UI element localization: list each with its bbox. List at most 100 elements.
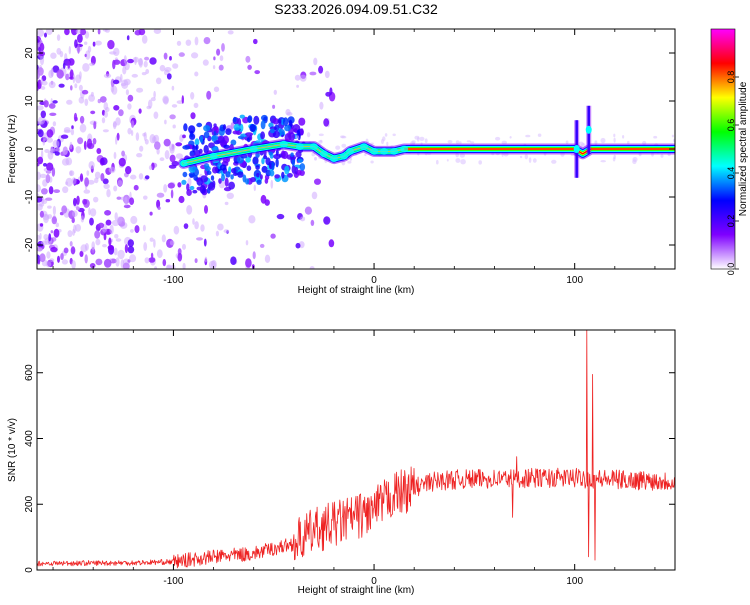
- snr-marks: [37, 330, 675, 569]
- noise-blob: [116, 196, 122, 200]
- noise-blob: [245, 258, 252, 268]
- signal-blob: [278, 128, 285, 136]
- noise-blob: [99, 96, 107, 103]
- signal-blob: [207, 182, 216, 191]
- noise-blob: [70, 128, 75, 136]
- noise-blob: [182, 262, 186, 269]
- noise-blob: [221, 43, 225, 52]
- noise-blob: [193, 102, 199, 109]
- noise-blob: [46, 129, 54, 138]
- noise-blob: [103, 111, 108, 118]
- signal-blob: [204, 165, 211, 172]
- noise-blob: [71, 125, 74, 130]
- noise-blob: [118, 109, 124, 117]
- x-tick-label: 100: [566, 576, 583, 587]
- signal-blob: [217, 135, 225, 143]
- noise-blob: [163, 96, 169, 105]
- trace-node: [329, 155, 338, 163]
- noise-blob: [67, 230, 73, 238]
- noise-blob: [84, 41, 88, 45]
- noise-blob: [56, 34, 61, 41]
- noise-blob: [306, 132, 311, 138]
- noise-blob: [67, 60, 71, 69]
- noise-blob: [460, 159, 466, 165]
- noise-blob: [565, 140, 569, 144]
- signal-blob: [277, 119, 282, 124]
- noise-blob: [194, 36, 199, 46]
- signal-blob: [256, 173, 260, 178]
- signal-blob: [212, 166, 218, 174]
- noise-blob: [93, 196, 99, 203]
- figure-title: S233.2026.094.09.51.C32: [274, 1, 438, 17]
- noise-blob: [97, 222, 105, 229]
- noise-blob: [213, 56, 216, 61]
- noise-blob: [73, 197, 77, 207]
- noise-blob: [217, 223, 224, 231]
- noise-blob: [40, 110, 46, 119]
- snr-x-ticks: -100 0 100: [52, 330, 656, 587]
- noise-blob: [89, 263, 96, 269]
- noise-blob: [153, 29, 162, 34]
- noise-blob: [134, 57, 137, 65]
- signal-blob: [188, 125, 196, 134]
- noise-blob: [370, 160, 374, 164]
- noise-blob: [45, 170, 52, 174]
- noise-blob: [163, 52, 168, 60]
- noise-blob: [185, 39, 192, 46]
- noise-blob: [414, 135, 420, 140]
- signal-blob: [183, 123, 188, 132]
- signal-blob: [213, 123, 217, 128]
- noise-blob: [191, 52, 199, 59]
- noise-blob: [83, 189, 91, 194]
- noise-blob: [501, 140, 507, 145]
- signal-blob: [211, 135, 219, 141]
- noise-blob: [52, 205, 57, 216]
- noise-blob: [113, 105, 120, 111]
- noise-blob: [82, 63, 90, 72]
- noise-blob: [96, 148, 102, 154]
- noise-blob: [245, 240, 249, 246]
- colorbar-tick-label: 0.4: [726, 167, 736, 180]
- noise-blob: [248, 215, 256, 224]
- noise-blob: [41, 188, 48, 195]
- spectrogram-x-ticks: -100 0 100: [52, 29, 656, 286]
- colorbar-tick-label: 0.0: [726, 263, 736, 276]
- noise-blob: [247, 64, 252, 70]
- noise-blob: [69, 241, 73, 247]
- noise-blob: [37, 247, 43, 252]
- noise-blob: [44, 32, 47, 38]
- noise-blob: [169, 240, 175, 246]
- noise-blob: [78, 84, 83, 91]
- noise-blob: [296, 84, 299, 88]
- signal-blob: [272, 130, 280, 139]
- noise-blob: [40, 78, 44, 85]
- noise-blob: [105, 219, 112, 226]
- noise-blob: [40, 86, 46, 90]
- noise-blob: [192, 218, 195, 225]
- noise-blob: [101, 117, 106, 124]
- noise-blob: [311, 191, 318, 200]
- noise-blob: [154, 141, 161, 150]
- noise-blob: [206, 90, 212, 100]
- noise-blob: [138, 29, 146, 36]
- signal-blob: [196, 122, 203, 128]
- noise-blob: [75, 146, 82, 154]
- noise-blob: [69, 69, 74, 79]
- noise-blob: [144, 139, 149, 145]
- noise-blob: [323, 216, 331, 225]
- noise-blob: [139, 145, 144, 152]
- noise-blob: [613, 133, 616, 138]
- noise-blob: [341, 135, 347, 139]
- noise-blob: [124, 62, 130, 71]
- trace-node: [400, 145, 409, 153]
- noise-blob: [392, 133, 396, 137]
- signal-blob: [281, 171, 285, 179]
- y-tick-label: 600: [24, 364, 35, 381]
- noise-blob: [95, 40, 102, 46]
- signal-blob: [273, 153, 281, 160]
- signal-blob: [196, 186, 203, 191]
- noise-blob: [129, 254, 137, 263]
- noise-blob: [62, 186, 69, 194]
